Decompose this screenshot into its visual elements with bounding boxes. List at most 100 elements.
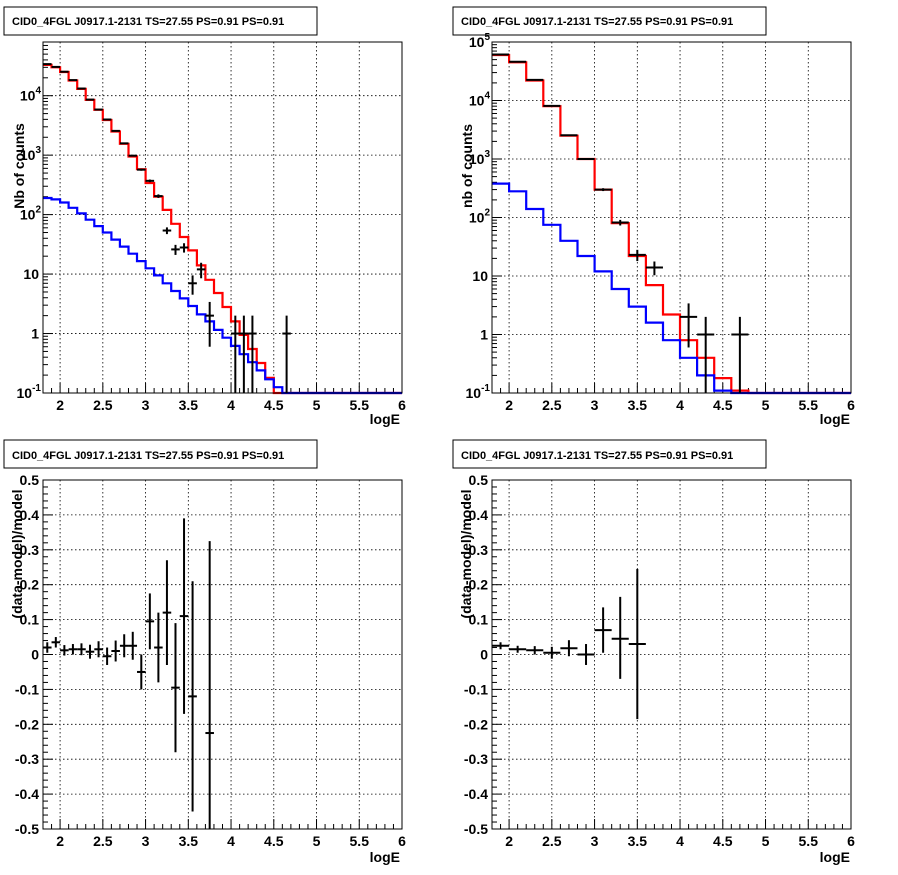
x-axis-label: logE [820,411,850,427]
data-point [137,654,146,690]
data-point [111,129,120,132]
x-tick-label: 3 [591,833,599,849]
data-point [628,249,646,262]
x-tick-label: 4 [227,833,235,849]
x-tick-label: 5.5 [350,397,370,413]
data-point [137,168,146,171]
data-point [205,301,214,347]
y-tick-label: 1 [31,326,39,342]
data-point [188,275,197,295]
data-point [231,315,240,393]
x-tick-label: 3 [591,397,599,413]
x-tick-label: 3.5 [179,397,199,413]
x-tick-label: 6 [847,397,855,413]
x-tick-label: 4 [227,397,235,413]
data-point [628,568,646,720]
data-point [560,640,578,657]
x-tick-label: 3.5 [628,833,648,849]
data-point [68,644,78,655]
x-tick-label: 2.5 [93,833,113,849]
data-point [102,647,112,665]
y-tick-label: -0.2 [464,716,488,732]
title-box [452,439,767,469]
data-point [577,644,595,665]
plot-content: 2 2.5 3 3.5 4 4.5 5 5.5 6 -0.5 -0.4 -0.3 -0.2 -0.1 0 0.… [464,472,855,849]
plot-content: 2 2.5 3 3.5 4 4.5 5 5.5 6 -0.5 -0.4 -0.3 -0.2 -0.1 0 0.… [15,472,406,849]
x-tick-label: 5 [313,397,321,413]
x-tick-label: 3.5 [179,833,199,849]
x-tick-label: 2 [505,397,513,413]
data-point [154,194,163,198]
data-point [60,645,69,656]
data-point [188,581,197,812]
y-tick-label: 10-1 [466,383,491,401]
data-point [111,640,120,662]
data-point [543,646,561,659]
x-tick-label: 2.5 [542,833,562,849]
x-tick-label: 2 [56,397,64,413]
data-point [171,623,180,753]
data-point [509,645,527,653]
panel-title: CID0_4FGL J0917.1-2131 TS=27.55 PS=0.91 … [12,450,284,462]
y-tick-label: 0 [480,647,488,663]
title-box [3,6,318,36]
y-tick-label: 0.3 [20,542,40,558]
x-tick-label: 4.5 [264,833,284,849]
data-point [239,315,249,393]
x-tick-label: 5.5 [799,397,819,413]
y-tick-label: 104 [20,86,42,104]
data-point [196,262,206,279]
data-point [102,118,112,121]
data-point [680,303,698,348]
x-tick-label: 5.5 [350,833,370,849]
data-point [248,315,257,393]
data-point [128,631,138,660]
y-tick-label: -0.3 [464,751,488,767]
y-tick-label: 0.3 [469,542,489,558]
y-tick-label: -0.5 [464,821,488,837]
x-tick-label: 6 [398,397,406,413]
x-tick-label: 5 [762,833,770,849]
source-model-step-line [492,182,851,395]
y-tick-label: 0.1 [469,612,489,628]
y-tick-label: 10 [23,266,39,282]
x-tick-label: 4.5 [264,397,284,413]
panel-counts-right: CID0_4FGL J0917.1-2131 TS=27.55 PS=0.91 … [452,6,856,427]
x-tick-label: 3 [142,833,150,849]
title-box [3,439,318,469]
data-point [179,518,189,714]
data-point [94,108,103,111]
y-tick-label: -0.2 [15,716,39,732]
x-tick-label: 5.5 [799,833,819,849]
y-axis-label: Nb of counts [11,123,27,209]
panel-title: CID0_4FGL J0917.1-2131 TS=27.55 PS=0.91 … [461,16,733,28]
x-axis-label: logE [370,411,400,427]
y-tick-label: 0.5 [469,472,489,488]
y-tick-label: 105 [469,32,491,50]
data-point [51,637,61,648]
data-point [119,634,129,658]
data-point [43,642,52,653]
x-tick-label: 6 [398,833,406,849]
data-point [731,316,749,393]
data-point [560,134,578,137]
data-point [85,98,95,101]
panel-title: CID0_4FGL J0917.1-2131 TS=27.55 PS=0.91 … [461,450,733,462]
x-tick-label: 6 [847,833,855,849]
panel-residuals-left: CID0_4FGL J0917.1-2131 TS=27.55 PS=0.91 … [3,439,406,865]
y-tick-label: 0.5 [20,472,40,488]
y-tick-label: 10 [472,268,488,284]
x-tick-label: 5 [313,833,321,849]
panel-residuals-right: CID0_4FGL J0917.1-2131 TS=27.55 PS=0.91 … [452,439,855,865]
data-point [179,243,189,253]
x-tick-label: 2 [505,833,513,849]
y-tick-label: -0.3 [15,751,39,767]
data-point [154,612,163,683]
y-tick-label: -0.1 [464,681,488,697]
data-point [594,607,612,653]
y-tick-label: 1 [480,327,488,343]
x-tick-label: 2 [56,833,64,849]
